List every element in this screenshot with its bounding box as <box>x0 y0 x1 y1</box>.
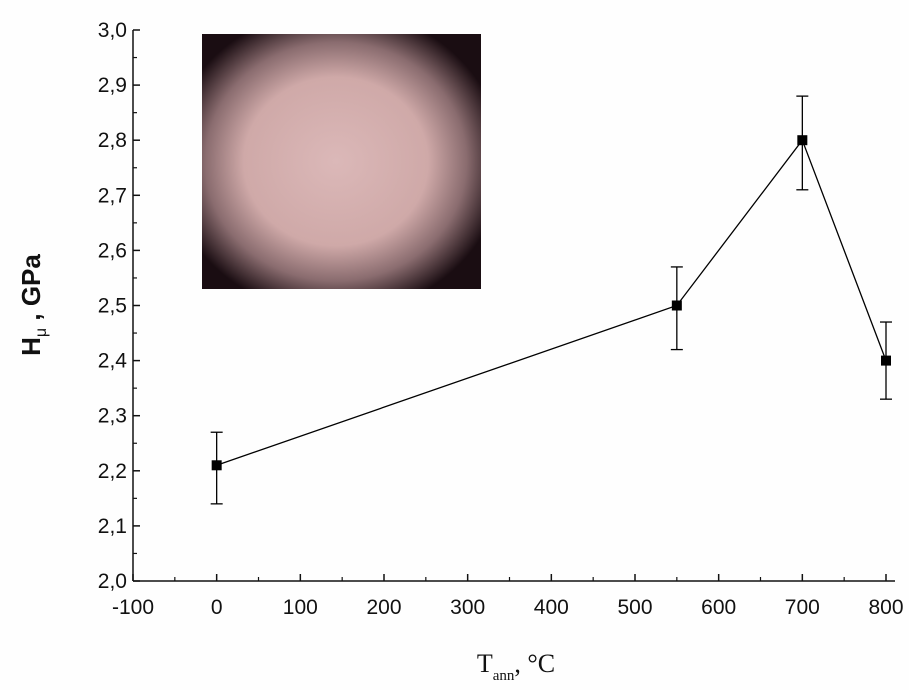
x-tick-label: 700 <box>785 596 820 619</box>
x-axis-label-unit: , °C <box>514 649 555 678</box>
y-tick-label: 2,0 <box>98 570 127 593</box>
y-axis-label-sub: μ <box>33 328 50 337</box>
y-tick-label: 2,5 <box>98 295 127 318</box>
y-tick-label: 2,2 <box>98 460 127 483</box>
y-ticks: 2,0 2,1 2,2 2,3 2,4 2,5 2,6 2,7 2,8 2,9 3,0 <box>98 19 140 593</box>
x-tick-label: 100 <box>283 596 318 619</box>
y-tick-label: 2,8 <box>98 129 127 152</box>
x-ticks: -100 0 100 200 300 400 500 600 700 800 <box>112 574 904 619</box>
y-tick-label: 2,6 <box>98 239 127 262</box>
y-axis-label-main: H <box>16 337 46 356</box>
data-point <box>211 460 222 471</box>
y-tick-label: 2,9 <box>98 74 127 97</box>
x-axis-label-main: T <box>477 649 493 678</box>
inset-micrograph-image <box>202 34 481 289</box>
x-axis-label: Tann, °C <box>477 649 555 684</box>
x-tick-label: 600 <box>701 596 736 619</box>
y-tick-label: 3,0 <box>98 19 127 42</box>
x-tick-label: 800 <box>868 596 903 619</box>
series-line <box>216 138 887 466</box>
data-point <box>797 135 808 146</box>
x-axis-label-sub: ann <box>493 668 515 684</box>
x-tick-label: -100 <box>112 596 154 619</box>
x-tick-label: 200 <box>366 596 401 619</box>
x-tick-label: 300 <box>450 596 485 619</box>
data-point <box>881 355 891 366</box>
y-axis-label-unit: , GPa <box>16 254 46 328</box>
data-point <box>671 300 682 311</box>
x-tick-label: 500 <box>617 596 652 619</box>
x-tick-label: 400 <box>534 596 569 619</box>
y-axis-label: Hμ , GPa <box>16 254 50 356</box>
x-tick-label: 0 <box>211 596 223 619</box>
y-tick-label: 2,7 <box>98 184 127 207</box>
y-tick-label: 2,3 <box>98 405 127 428</box>
y-tick-label: 2,4 <box>98 350 128 373</box>
y-tick-label: 2,1 <box>98 515 127 538</box>
series <box>210 95 892 505</box>
